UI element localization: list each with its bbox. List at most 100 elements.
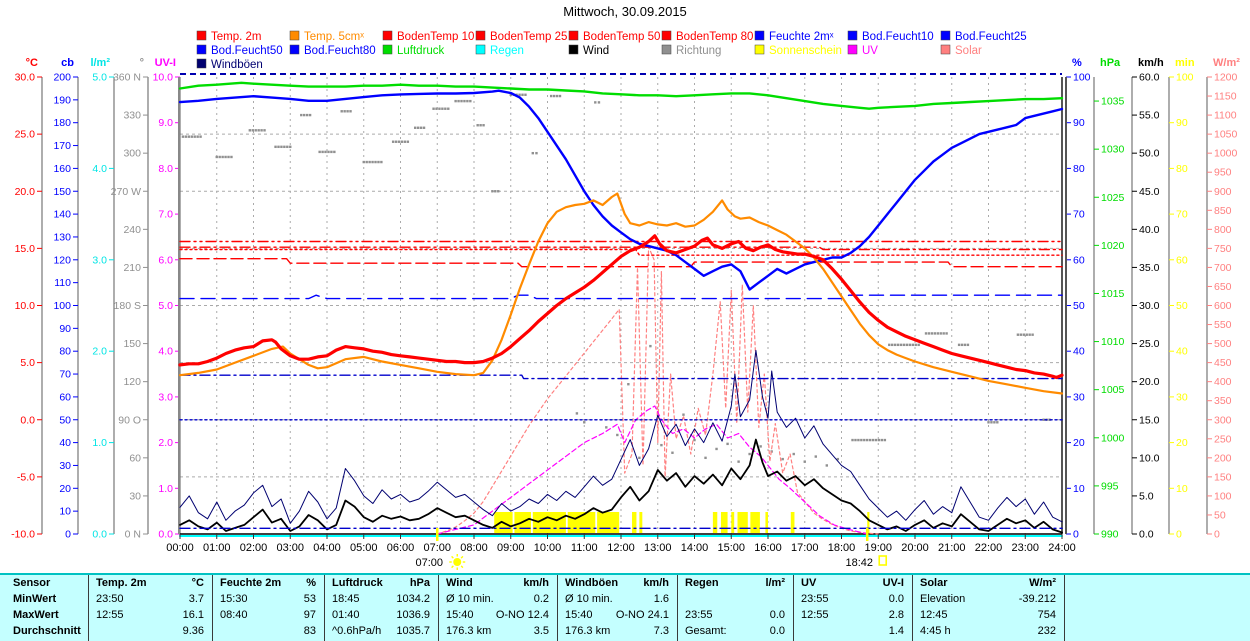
direction-dot	[874, 438, 878, 442]
direction-dot	[476, 124, 479, 127]
axis-tick-label: 0	[1176, 529, 1182, 541]
axis-tick-label: 140	[53, 209, 71, 221]
x-tick-label: 02:00	[240, 542, 268, 554]
axis-tick-label: 450	[1214, 357, 1232, 369]
direction-dot	[993, 421, 996, 424]
direction-dot	[400, 140, 404, 143]
axis-tick-label: 70	[1073, 209, 1085, 221]
direction-dot	[851, 438, 854, 442]
legend-item-bodentemp-50: BodenTemp 50	[568, 30, 660, 43]
cell-time: 23:55	[801, 593, 829, 605]
cell-time: Wind	[446, 577, 473, 589]
axis-tick-label: 600	[1214, 300, 1232, 312]
sun-ray	[451, 565, 454, 569]
x-tick-label: 20:00	[901, 542, 929, 554]
direction-dot	[987, 421, 990, 424]
cell-value: 2.8	[888, 609, 904, 621]
direction-dot	[792, 452, 795, 456]
axis-tick-label: 200	[53, 72, 71, 84]
axis-tick-label: 4.0	[92, 163, 107, 175]
sun-core	[453, 558, 462, 566]
axis-tick-label: 650	[1214, 281, 1232, 293]
cell-value: 0.0	[888, 593, 904, 605]
legend-label: Solar	[955, 45, 982, 57]
axis-unit-label: °C	[26, 57, 38, 69]
legend-label: Feuchte 2mˣ	[769, 31, 834, 43]
axis-tick-label: 30	[1176, 391, 1188, 403]
axis-tick-label: 90 O	[118, 414, 141, 426]
axis-tick-label: 40.0	[1139, 224, 1160, 236]
axis-tick-label: 50	[1176, 300, 1188, 312]
direction-dot	[911, 343, 914, 347]
direction-dot	[435, 107, 438, 110]
sunrise-time-label: 07:00	[415, 557, 443, 569]
legend-swatch-icon	[847, 44, 858, 55]
table-row: 176.3 km 7.3	[558, 623, 677, 639]
series-bodfeucht_25	[179, 374, 1063, 380]
direction-dot	[215, 155, 218, 159]
cell-time: 15:30	[220, 593, 248, 605]
legend-item-feuchte-2m-: Feuchte 2mˣ	[754, 30, 834, 43]
table-group-regen: Regen l/m² 23:55 0.0 Gesamt: 0.0	[677, 575, 793, 641]
axis-unit-label: %	[1072, 57, 1082, 69]
direction-dot	[1019, 333, 1023, 336]
axis-tick-label: 1005	[1101, 384, 1125, 396]
axis-tick-label: 6.0	[158, 254, 173, 266]
table-row: 18:45 1034.2	[325, 591, 438, 607]
table-row: 12:55 16.1	[89, 607, 212, 623]
direction-dot	[193, 135, 196, 138]
legend-item-regen: Regen	[475, 44, 524, 57]
axis-tick-label: 30.0	[15, 72, 36, 84]
direction-dot	[877, 438, 881, 442]
x-tick-label: 13:00	[644, 542, 672, 554]
direction-dot	[638, 456, 641, 460]
axis-tick-label: 80	[1073, 163, 1085, 175]
direction-dot	[187, 135, 191, 138]
cell-time: Gesamt:	[685, 625, 727, 637]
axis-tick-label: 900	[1214, 186, 1232, 198]
legend-item-wind: Wind	[568, 44, 609, 57]
cell-value: %	[306, 577, 316, 589]
x-tick-label: 16:00	[754, 542, 782, 554]
table-row: 08:40 97	[213, 607, 324, 623]
axis-tick-label: 60	[129, 452, 141, 464]
table-row: 176.3 km 3.5	[439, 623, 557, 639]
direction-dot	[555, 94, 559, 98]
table-row: 1.4	[794, 623, 912, 639]
direction-dot	[693, 438, 696, 442]
legend-swatch-icon	[196, 30, 207, 41]
cell-value: 97	[303, 609, 316, 621]
cell-value: 1034.2	[396, 593, 430, 605]
axis-tick-label: 10	[1073, 483, 1085, 495]
row-label: MaxWert	[0, 607, 88, 623]
axis-tick-label: 50.0	[1139, 148, 1160, 160]
axis-unit-label: min	[1175, 57, 1195, 69]
direction-dot	[257, 129, 260, 132]
direction-dot	[318, 150, 321, 154]
direction-dot	[1025, 333, 1028, 336]
direction-dot	[966, 343, 970, 347]
series-solar	[436, 246, 879, 535]
direction-dot	[289, 145, 292, 149]
direction-dot	[930, 332, 934, 335]
cell-value: 1.4	[888, 625, 904, 637]
axis-tick-label: 250	[1214, 433, 1232, 445]
direction-dot	[990, 421, 993, 424]
axis-tick-label: 60	[59, 391, 71, 403]
row-label-text: Sensor	[13, 577, 51, 589]
legend-label: Windböen	[211, 59, 263, 71]
row-label: Durchschnitt	[0, 623, 88, 639]
cell-time: 23:50	[96, 593, 124, 605]
axis-tick-label: 35.0	[1139, 262, 1160, 274]
direction-dot	[880, 438, 884, 442]
direction-dot	[391, 140, 395, 143]
sunshine-bar	[790, 512, 795, 533]
direction-dot	[868, 438, 872, 442]
cell-value: 0.2	[533, 593, 549, 605]
legend-item-bod-feucht10: Bod.Feucht10	[847, 30, 934, 43]
axis-tick-label: 160	[53, 163, 71, 175]
sensor-column: Sensor MinWert MaxWert Durchschnitt	[0, 575, 88, 641]
axis-tick-label: 350	[1214, 395, 1232, 407]
table-row: 23:50 3.7	[89, 591, 212, 607]
